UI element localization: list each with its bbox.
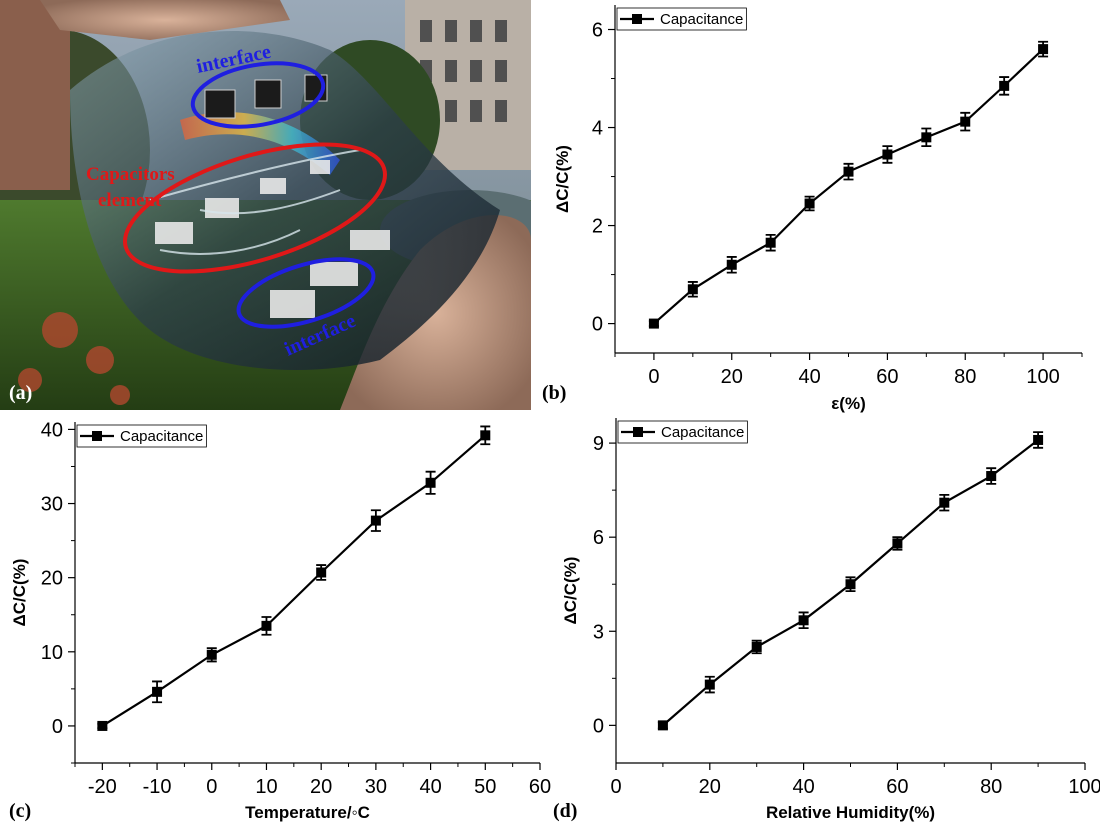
x-tick-label: 0 [610,776,621,798]
data-point [999,80,1010,91]
y-tick-label: 30 [41,494,63,516]
data-point [751,641,762,652]
x-tick-label: 20 [721,366,743,388]
x-axis-title: ε(%) [831,394,866,413]
data-point [986,471,997,482]
y-tick-label: 2 [592,216,603,238]
data-point [152,686,163,697]
panel-label-a: (a) [9,382,33,404]
x-tick-label: 30 [365,776,387,798]
data-point [657,720,668,731]
legend-box [617,420,748,444]
data-point [726,259,737,270]
data-point [480,430,491,441]
x-tick-label: 10 [255,776,277,798]
legend-box [76,424,207,448]
sensor-photo: interface Capacitors element interface [0,0,531,410]
y-tick-label: 6 [593,527,604,549]
capacitors-label-line2: element [98,190,162,211]
data-point [425,477,436,488]
data-point [370,515,381,526]
y-tick-label: 10 [41,642,63,664]
legend-marker [92,431,102,441]
data-point [765,237,776,248]
x-tick-label: -20 [88,776,117,798]
x-axis-title: Relative Humidity(%) [766,803,935,822]
data-point [921,132,932,143]
data-point [892,538,903,549]
x-tick-label: 40 [798,366,820,388]
legend-marker [633,427,643,437]
legend-box [616,7,747,31]
data-point [704,679,715,690]
series-line [653,48,1044,325]
x-tick-label: -10 [143,776,172,798]
data-point [97,720,108,731]
panel-label-c: (c) [9,800,32,822]
chart-b-svg: 0 20 40 60 80 100 0 2 4 6 ε(%) ΔC/C(%) Capacitance [553,5,1083,413]
strain-chart: 0 20 40 60 80 100 0 2 4 6 ε(%) ΔC/C(%) Capacitance [540,0,1100,415]
legend-marker [632,14,642,24]
x-tick-label: 60 [876,366,898,388]
y-tick-label: 20 [41,568,63,590]
y-tick-label: 4 [592,118,603,140]
y-tick-label: 0 [52,716,63,738]
data-point [960,116,971,127]
data-point [845,579,856,590]
x-tick-label: 80 [954,366,976,388]
data-point [804,198,815,209]
data-point [648,318,659,329]
y-tick-label: 0 [593,715,604,737]
humidity-chart: 0 20 40 60 80 100 0 3 6 9 Relative Humidity(%) ΔC/C… [550,415,1100,829]
x-tick-label: 20 [310,776,332,798]
x-tick-label: 60 [886,776,908,798]
x-tick-label: 20 [699,776,721,798]
x-tick-label: 50 [474,776,496,798]
x-tick-label: 40 [792,776,814,798]
data-point [261,620,272,631]
y-axis-title: ΔC/C(%) [561,557,580,625]
data-point [882,149,893,160]
legend-label: Capacitance [660,11,743,28]
temperature-chart: -20 -10 0 10 20 30 40 50 60 0 10 20 30 40 Temperature/… [0,415,551,829]
data-point [687,284,698,295]
chart-d-svg: 0 20 40 60 80 100 0 3 6 9 Relative Humidity(%) ΔC/C… [561,418,1100,822]
x-tick-label: 100 [1068,776,1100,798]
legend-label: Capacitance [661,424,744,441]
panel-label-b: (b) [542,382,567,404]
data-point [939,497,950,508]
data-point [843,166,854,177]
capacitors-label-line1: Capacitors [86,164,175,185]
panel-label-d: (d) [553,800,578,822]
data-point [1033,434,1044,445]
y-tick-label: 0 [592,314,603,336]
x-tick-label: 60 [529,776,551,798]
x-axis-title: Temperature/◦C [245,803,370,822]
x-tick-label: 100 [1026,366,1059,388]
x-tick-label: 40 [419,776,441,798]
y-tick-label: 40 [41,419,63,441]
x-tick-label: 80 [980,776,1002,798]
legend-label: Capacitance [120,428,203,445]
y-tick-label: 9 [593,433,604,455]
y-tick-label: 6 [592,20,603,42]
x-tick-label: 0 [206,776,217,798]
y-axis-title: ΔC/C(%) [10,559,29,627]
chart-c-svg: -20 -10 0 10 20 30 40 50 60 0 10 20 30 40 Temperature/… [10,419,551,822]
data-point [798,615,809,626]
series-line [101,434,487,727]
data-point [206,649,217,660]
sensor-photo-illustration: interface Capacitors element interface [0,0,531,410]
y-axis-title: ΔC/C(%) [553,145,572,213]
data-point [316,567,327,578]
data-point [1038,44,1049,55]
y-tick-label: 3 [593,621,604,643]
x-tick-label: 0 [648,366,659,388]
